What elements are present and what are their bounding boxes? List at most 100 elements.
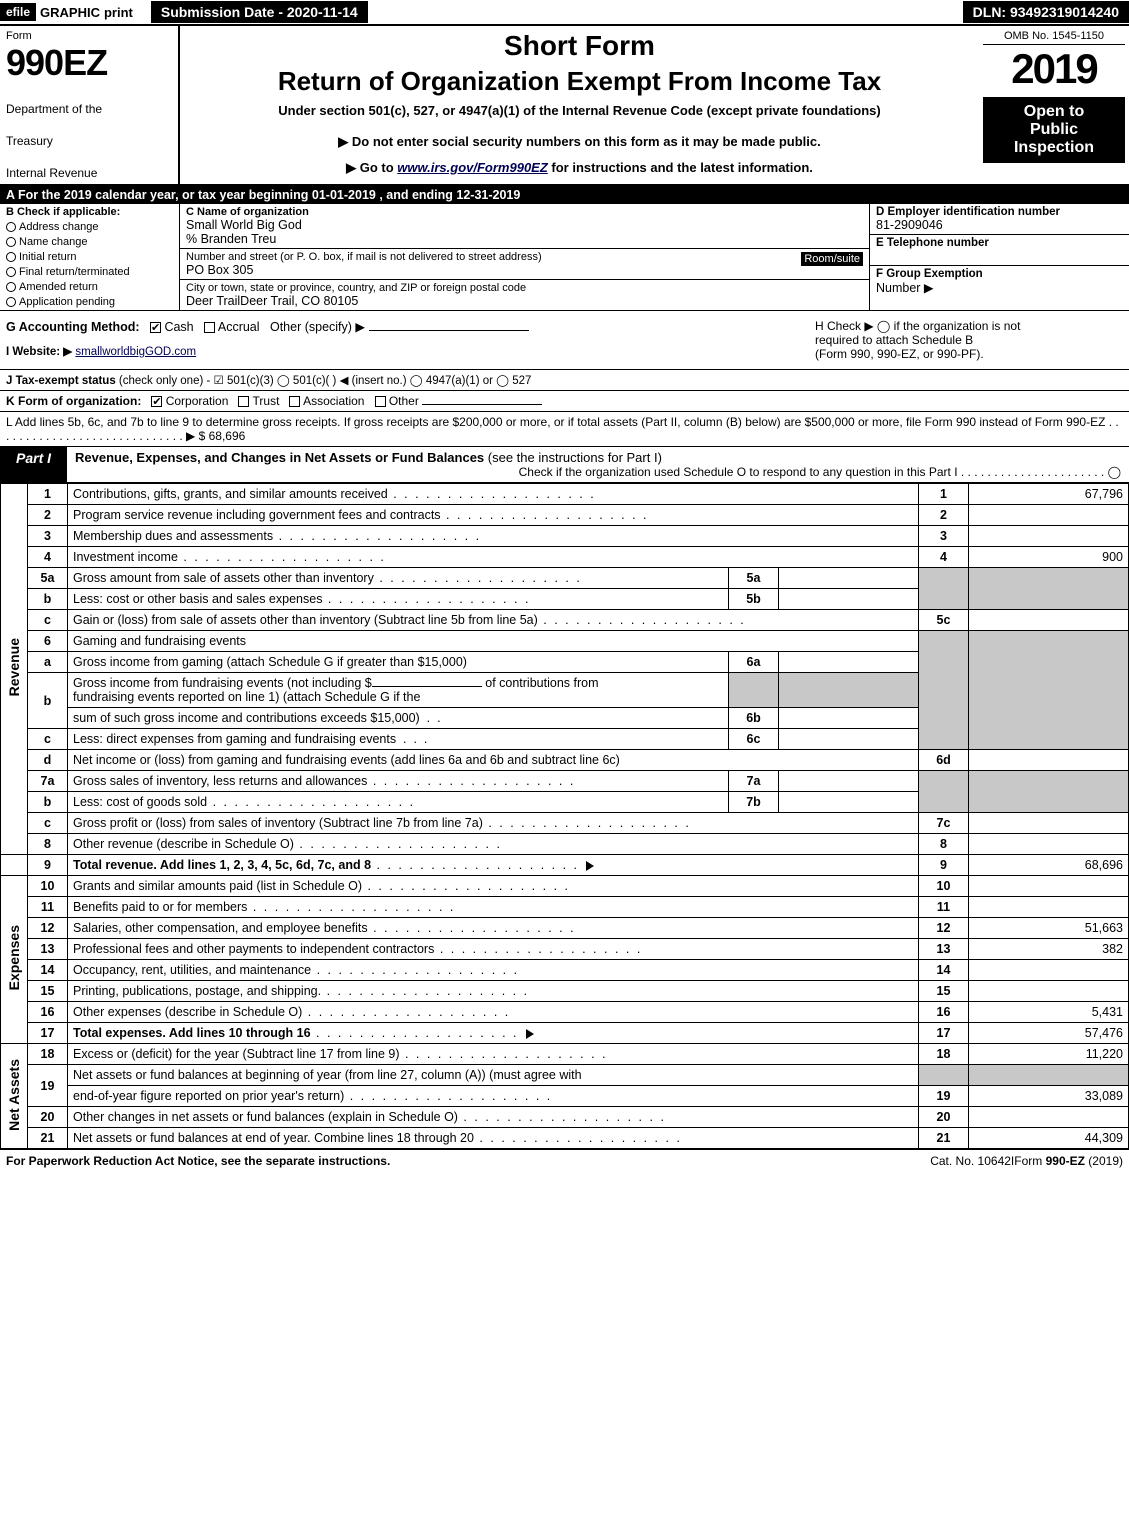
opt-amended-return[interactable]: Amended return bbox=[6, 281, 173, 293]
revenue-side-label: Revenue bbox=[1, 484, 28, 855]
opt-address-change[interactable]: Address change bbox=[6, 221, 173, 233]
line-16: 16 Other expenses (describe in Schedule … bbox=[1, 1002, 1129, 1023]
irs-link[interactable]: www.irs.gov/Form990EZ bbox=[397, 160, 548, 175]
line-2-amount bbox=[969, 505, 1129, 526]
form-header: Form 990EZ Department of the Treasury In… bbox=[0, 26, 1129, 186]
row-H-line1: H Check ▶ ◯ if the organization is not bbox=[815, 319, 1123, 333]
corp-checkbox[interactable] bbox=[151, 396, 162, 407]
line-2: 2 Program service revenue including gove… bbox=[1, 505, 1129, 526]
form-word: Form bbox=[6, 30, 172, 42]
accounting-method-label: G Accounting Method: bbox=[6, 320, 140, 334]
line-11: 11 Benefits paid to or for members 11 bbox=[1, 897, 1129, 918]
line-8: 8 Other revenue (describe in Schedule O)… bbox=[1, 834, 1129, 855]
graphic-label: GRAPHIC bbox=[36, 5, 104, 20]
line-21-amount: 44,309 bbox=[969, 1128, 1129, 1149]
form-number: 990EZ bbox=[6, 42, 172, 84]
line-6d-amount bbox=[969, 750, 1129, 771]
part1-sub: (see the instructions for Part I) bbox=[484, 450, 662, 465]
line-7a: 7a Gross sales of inventory, less return… bbox=[1, 771, 1129, 792]
col-C-name-address: C Name of organization Small World Big G… bbox=[180, 204, 869, 310]
accounting-method-row: G Accounting Method: Cash Accrual Other … bbox=[6, 319, 803, 334]
part1-header: Part I Revenue, Expenses, and Changes in… bbox=[0, 447, 1129, 483]
col-DEF: D Employer identification number 81-2909… bbox=[869, 204, 1129, 310]
line-5a: 5a Gross amount from sale of assets othe… bbox=[1, 568, 1129, 589]
org-name-row: C Name of organization Small World Big G… bbox=[180, 204, 869, 249]
paperwork-notice: For Paperwork Reduction Act Notice, see … bbox=[6, 1154, 930, 1168]
open-line3: Inspection bbox=[987, 139, 1121, 157]
dept-line2: Treasury bbox=[6, 134, 172, 148]
cash-checkbox[interactable] bbox=[150, 322, 161, 333]
opt-final-return[interactable]: Final return/terminated bbox=[6, 266, 173, 278]
line-11-amount bbox=[969, 897, 1129, 918]
care-of: % Branden Treu bbox=[186, 232, 863, 246]
line-4-amount: 900 bbox=[969, 547, 1129, 568]
line-15-amount bbox=[969, 981, 1129, 1002]
line-6d: d Net income or (loss) from gaming and f… bbox=[1, 750, 1129, 771]
line-16-amount: 5,431 bbox=[969, 1002, 1129, 1023]
opt-initial-return[interactable]: Initial return bbox=[6, 251, 173, 263]
telephone-row: E Telephone number bbox=[870, 235, 1129, 266]
row-J-tax-exempt: J Tax-exempt status (check only one) - ☑… bbox=[0, 370, 1129, 391]
line-7c: c Gross profit or (loss) from sales of i… bbox=[1, 813, 1129, 834]
form-footer-id: Form 990-EZ (2019) bbox=[1014, 1154, 1123, 1168]
line-20: 20 Other changes in net assets or fund b… bbox=[1, 1107, 1129, 1128]
line-21: 21 Net assets or fund balances at end of… bbox=[1, 1128, 1129, 1149]
top-bar: efile GRAPHIC print Submission Date - 20… bbox=[0, 0, 1129, 26]
website-row: I Website: ▶ smallworldbigGOD.com bbox=[6, 344, 803, 358]
line-5c-amount bbox=[969, 610, 1129, 631]
group-exemption-number: Number ▶ bbox=[876, 280, 1123, 295]
assoc-checkbox[interactable] bbox=[289, 396, 300, 407]
row-J-options: (check only one) - ☑ 501(c)(3) ◯ 501(c)(… bbox=[119, 375, 531, 387]
city-label: City or town, state or province, country… bbox=[186, 282, 863, 294]
line-18: Net Assets 18 Excess or (deficit) for th… bbox=[1, 1044, 1129, 1065]
row-H: H Check ▶ ◯ if the organization is not r… bbox=[809, 311, 1129, 369]
group-exemption-label: F Group Exemption bbox=[876, 268, 1123, 280]
print-link[interactable]: print bbox=[104, 5, 143, 20]
part1-tag: Part I bbox=[0, 447, 67, 482]
title-block: Short Form Return of Organization Exempt… bbox=[180, 26, 979, 184]
row-H-line2: required to attach Schedule B bbox=[815, 333, 1123, 347]
goto-post: for instructions and the latest informat… bbox=[548, 160, 813, 175]
row-K-label: K Form of organization: bbox=[6, 394, 141, 408]
address-value: PO Box 305 bbox=[186, 263, 801, 277]
opt-application-pending[interactable]: Application pending bbox=[6, 296, 173, 308]
line-1: Revenue 1 Contributions, gifts, grants, … bbox=[1, 484, 1129, 505]
line-14: 14 Occupancy, rent, utilities, and maint… bbox=[1, 960, 1129, 981]
col-B-header: B Check if applicable: bbox=[6, 206, 173, 218]
room-suite-label: Room/suite bbox=[801, 252, 863, 266]
cat-number: Cat. No. 10642I bbox=[930, 1154, 1014, 1168]
return-title: Return of Organization Exempt From Incom… bbox=[192, 66, 967, 97]
other-checkbox[interactable] bbox=[375, 396, 386, 407]
accrual-checkbox[interactable] bbox=[204, 322, 215, 333]
line-9: 9 Total revenue. Add lines 1, 2, 3, 4, 5… bbox=[1, 855, 1129, 876]
row-L-gross-receipts: L Add lines 5b, 6c, and 7b to line 9 to … bbox=[0, 412, 1129, 447]
line-9-amount: 68,696 bbox=[969, 855, 1129, 876]
open-line1: Open to bbox=[987, 103, 1121, 121]
ein-label: D Employer identification number bbox=[876, 206, 1123, 218]
under-section: Under section 501(c), 527, or 4947(a)(1)… bbox=[192, 103, 967, 118]
opt-name-change[interactable]: Name change bbox=[6, 236, 173, 248]
entity-block: B Check if applicable: Address change Na… bbox=[0, 204, 1129, 311]
line-3-amount bbox=[969, 526, 1129, 547]
dln-label: DLN: 93492319014240 bbox=[963, 1, 1129, 23]
efile-label: efile bbox=[0, 3, 36, 21]
city-value: Deer TrailDeer Trail, CO 80105 bbox=[186, 294, 863, 308]
right-header: OMB No. 1545-1150 2019 Open to Public In… bbox=[979, 26, 1129, 184]
ssn-warning: ▶ Do not enter social security numbers o… bbox=[192, 134, 967, 150]
part1-desc: Revenue, Expenses, and Changes in Net As… bbox=[67, 447, 1129, 482]
line-19-amount: 33,089 bbox=[969, 1086, 1129, 1107]
line-6: 6 Gaming and fundraising events bbox=[1, 631, 1129, 652]
goto-line: ▶ Go to www.irs.gov/Form990EZ for instru… bbox=[192, 160, 967, 176]
line-20-amount bbox=[969, 1107, 1129, 1128]
line-18-amount: 11,220 bbox=[969, 1044, 1129, 1065]
row-J-label: J Tax-exempt status bbox=[6, 375, 116, 387]
line-13-amount: 382 bbox=[969, 939, 1129, 960]
org-name-label: C Name of organization bbox=[186, 206, 863, 218]
row-K-org-form: K Form of organization: Corporation Trus… bbox=[0, 391, 1129, 412]
city-row: City or town, state or province, country… bbox=[180, 280, 869, 310]
trust-checkbox[interactable] bbox=[238, 396, 249, 407]
website-link[interactable]: smallworldbigGOD.com bbox=[75, 346, 196, 358]
line-15: 15 Printing, publications, postage, and … bbox=[1, 981, 1129, 1002]
row-GHI: G Accounting Method: Cash Accrual Other … bbox=[0, 311, 1129, 370]
line-8-amount bbox=[969, 834, 1129, 855]
